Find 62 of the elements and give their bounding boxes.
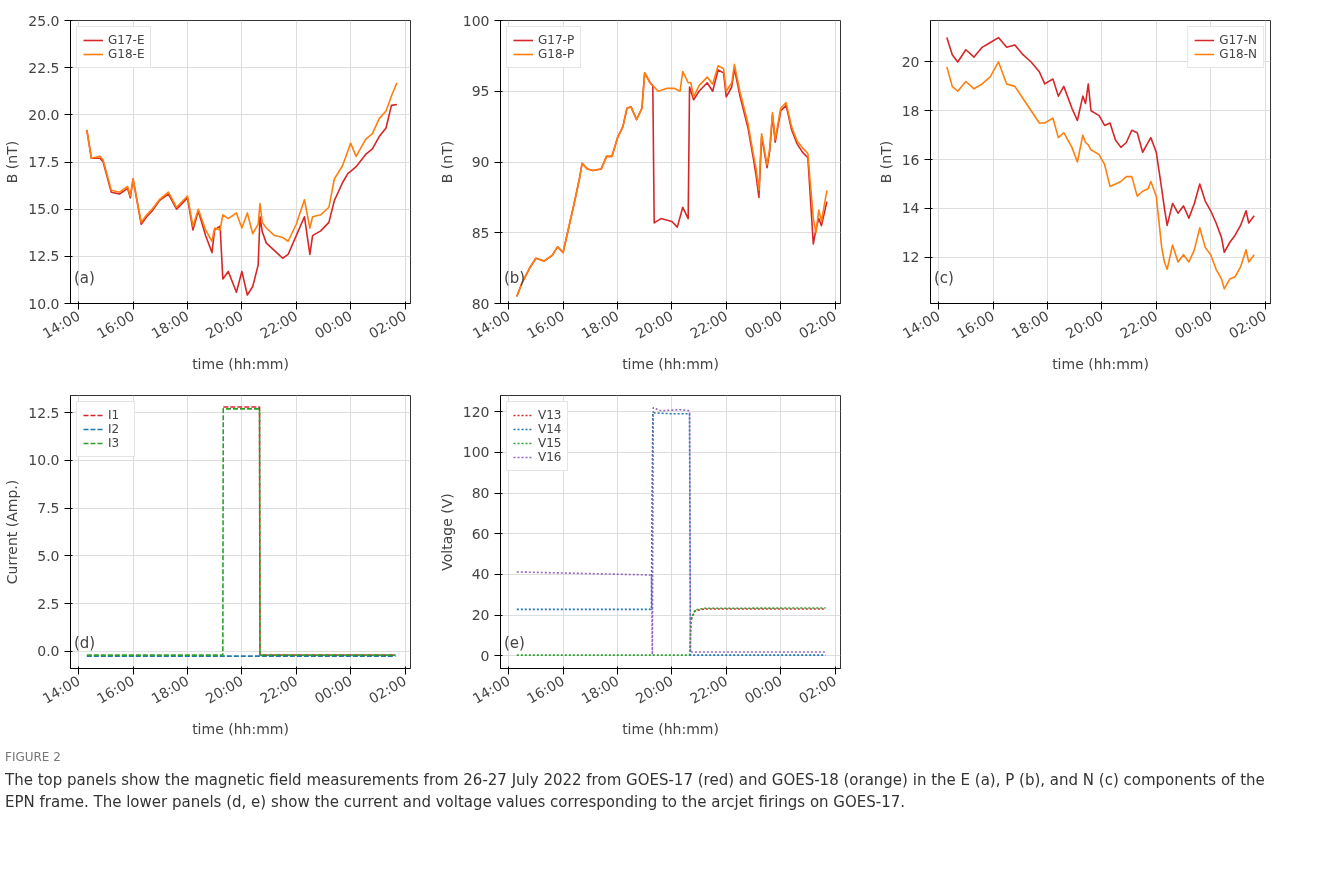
y-tick-label: 12.5 bbox=[28, 248, 60, 265]
y-tick-label: 22.5 bbox=[28, 59, 60, 76]
y-tick-label: 12.5 bbox=[28, 404, 60, 421]
y-tick-label: 20 bbox=[901, 53, 920, 70]
y-tick-label: 12 bbox=[901, 249, 920, 266]
legend-label: V16 bbox=[538, 450, 562, 464]
legend-label: V13 bbox=[538, 408, 562, 422]
y-tick-label: 0.0 bbox=[37, 643, 60, 660]
y-tick-label: 17.5 bbox=[28, 154, 60, 170]
annotation: (d) bbox=[73, 634, 96, 653]
y-tick-label: 5.0 bbox=[37, 547, 60, 564]
y-tick-label: 0 bbox=[480, 647, 490, 664]
y-tick-label: 7.5 bbox=[37, 500, 60, 517]
y-axis-title: Current (Amp.) bbox=[4, 479, 21, 585]
y-tick-label: 100 bbox=[462, 444, 490, 461]
y-tick-label: 18 bbox=[901, 102, 920, 119]
legend-label: G18-N bbox=[1219, 47, 1257, 61]
y-tick-label: 16 bbox=[901, 151, 920, 168]
legend-label: V14 bbox=[538, 422, 562, 436]
y-tick-label: 20.0 bbox=[28, 106, 60, 123]
y-axis-title: B (nT) bbox=[877, 140, 894, 184]
annotation: (b) bbox=[503, 268, 526, 287]
legend-label: V15 bbox=[538, 436, 562, 450]
y-tick-label: 120 bbox=[462, 403, 490, 420]
annotation: (e) bbox=[503, 634, 525, 653]
y-tick-label: 20 bbox=[471, 607, 490, 624]
y-tick-label: 80 bbox=[471, 485, 490, 502]
y-tick-label: 14 bbox=[901, 200, 920, 217]
legend-label: G17-N bbox=[1219, 33, 1257, 47]
y-tick-label: 15.0 bbox=[28, 201, 60, 218]
line-series bbox=[86, 81, 398, 243]
y-tick-label: 25.0 bbox=[28, 12, 60, 29]
y-axis-title: B (nT) bbox=[438, 140, 455, 184]
y-axis-title: B (nT) bbox=[4, 140, 21, 184]
y-axis-title: Voltage (V) bbox=[438, 493, 455, 571]
y-tick-label: 90 bbox=[471, 154, 490, 170]
legend-label: G18-P bbox=[538, 47, 575, 61]
legend-label: G17-P bbox=[538, 33, 575, 47]
x-axis-title: time (hh:mm) bbox=[192, 721, 289, 738]
y-tick-label: 10.0 bbox=[28, 452, 60, 469]
y-tick-label: 85 bbox=[471, 224, 490, 241]
line-series bbox=[946, 36, 1255, 254]
legend-label: G17-E bbox=[108, 33, 145, 47]
annotation: (a) bbox=[73, 268, 95, 287]
legend-label: I3 bbox=[108, 436, 121, 450]
y-tick-label: 100 bbox=[462, 12, 490, 29]
legend-label: G18-E bbox=[108, 47, 145, 61]
y-tick-label: 80 bbox=[471, 295, 490, 312]
x-axis-title: time (hh:mm) bbox=[1052, 356, 1149, 373]
y-tick-label: 2.5 bbox=[37, 595, 60, 612]
x-axis-title: time (hh:mm) bbox=[622, 356, 719, 373]
x-axis-title: time (hh:mm) bbox=[622, 721, 719, 738]
caption: FIGURE 2 bbox=[5, 749, 62, 766]
text: The top panels show the magnetic field measurements from 26-27 July 2022 from GOES-17 (red) and GOES-18 (orange) in the E (a), P (b), and N (c) components of the EPN frame. The lower panels (d, e) show the current and voltage values corresponding to the arcjet firings on GOES-17. bbox=[5, 770, 1266, 813]
y-tick-label: 60 bbox=[471, 525, 490, 542]
y-tick-label: 95 bbox=[471, 83, 490, 100]
legend-label: I1 bbox=[108, 408, 121, 422]
y-tick-label: 10.0 bbox=[28, 295, 60, 312]
annotation: (c) bbox=[933, 268, 954, 287]
y-tick-label: 40 bbox=[471, 566, 490, 583]
x-axis-title: time (hh:mm) bbox=[192, 356, 289, 373]
legend-label: I2 bbox=[108, 422, 121, 436]
